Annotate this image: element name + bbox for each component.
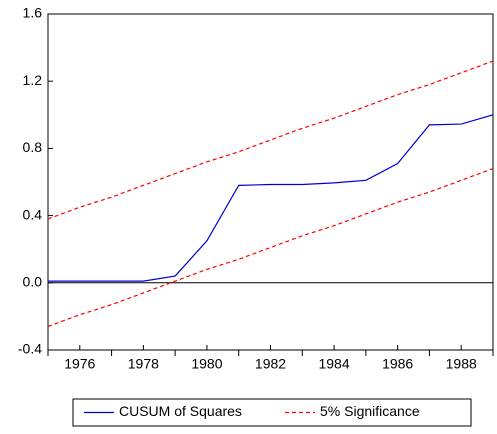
y-tick-label: 1.2 [23, 72, 43, 88]
x-tick-label: 1988 [446, 356, 477, 372]
series-line [47, 60, 494, 220]
y-tick-label: 1.6 [23, 5, 43, 21]
x-tick-label: 1984 [318, 356, 349, 372]
x-tick-label: 1978 [128, 356, 159, 372]
legend-label: CUSUM of Squares [119, 403, 242, 419]
x-tick-label: 1980 [191, 356, 222, 372]
plot-frame [47, 13, 494, 351]
y-tick-label: -0.4 [18, 341, 42, 357]
y-tick-label: 0.8 [23, 139, 43, 155]
x-tick-label: 1976 [64, 356, 95, 372]
y-tick-label: 0.0 [23, 274, 43, 290]
legend-label: 5% Significance [320, 403, 420, 419]
series-line [48, 114, 494, 282]
series-line [47, 167, 494, 328]
x-tick-label: 1986 [382, 356, 413, 372]
x-tick-label: 1982 [255, 356, 286, 372]
legend-box [72, 398, 472, 427]
y-tick-label: 0.4 [23, 206, 43, 222]
